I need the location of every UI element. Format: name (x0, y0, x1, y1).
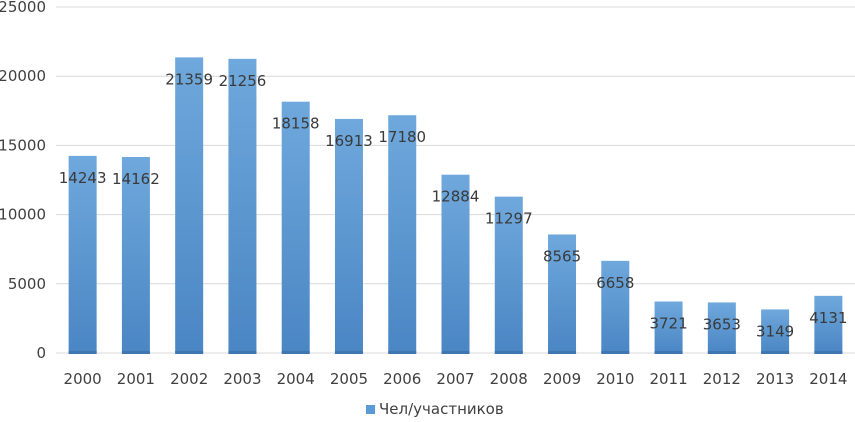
data-label: 14243 (59, 169, 107, 187)
bar[interactable] (707, 302, 736, 353)
bar-base (175, 351, 204, 354)
bar-base (601, 351, 630, 354)
x-tick-label: 2011 (649, 370, 687, 388)
bar-base (548, 351, 577, 354)
legend-swatch (366, 405, 375, 414)
data-label: 3721 (649, 315, 687, 333)
data-label: 11297 (485, 210, 533, 228)
bar[interactable] (654, 301, 683, 353)
x-tick-label: 2009 (543, 370, 581, 388)
bar-base (121, 351, 150, 354)
bar[interactable] (334, 118, 363, 354)
bars (68, 57, 843, 354)
y-axis-ticks: 0 5000 10000 15000 20000 25000 (0, 0, 46, 362)
bar-base (441, 351, 470, 354)
x-tick-label: 2000 (64, 370, 102, 388)
data-label: 3149 (756, 322, 794, 340)
y-tick-label: 10000 (0, 206, 46, 224)
data-label: 14162 (112, 170, 160, 188)
data-label: 8565 (543, 247, 581, 265)
bar-base (494, 351, 523, 354)
x-tick-label: 2001 (117, 370, 155, 388)
data-label: 17180 (378, 128, 426, 146)
bar-base (334, 351, 363, 354)
x-tick-label: 2010 (596, 370, 634, 388)
bar[interactable] (68, 155, 97, 353)
x-tick-label: 2002 (170, 370, 208, 388)
y-tick-label: 25000 (0, 0, 46, 16)
x-tick-label: 2007 (436, 370, 474, 388)
legend[interactable]: Чел/участников (366, 400, 504, 418)
data-label: 3653 (703, 315, 741, 333)
bar[interactable] (121, 156, 150, 353)
data-label: 21256 (219, 72, 267, 90)
y-tick-label: 15000 (0, 136, 46, 154)
bar-base (228, 351, 257, 354)
y-tick-label: 20000 (0, 67, 46, 85)
y-tick-label: 0 (36, 344, 46, 362)
x-tick-label: 2012 (703, 370, 741, 388)
bar-base (707, 351, 736, 354)
bar[interactable] (441, 174, 470, 353)
bar-base (654, 351, 683, 354)
x-tick-label: 2003 (223, 370, 261, 388)
x-tick-label: 2005 (330, 370, 368, 388)
y-tick-label: 5000 (8, 275, 46, 293)
bar-base (281, 351, 310, 354)
data-labels: 14243 14162 21359 21256 18158 16913 17180 12884… (59, 70, 848, 340)
x-tick-label: 2013 (756, 370, 794, 388)
bar[interactable] (814, 295, 843, 353)
bar[interactable] (228, 58, 257, 354)
bar[interactable] (175, 57, 204, 353)
bar[interactable] (601, 260, 630, 353)
bar[interactable] (388, 115, 417, 354)
x-tick-label: 2004 (277, 370, 315, 388)
bar-base (761, 351, 790, 354)
bar[interactable] (281, 101, 310, 353)
data-label: 12884 (432, 188, 480, 206)
bar[interactable] (494, 196, 523, 353)
x-tick-label: 2006 (383, 370, 421, 388)
data-label: 4131 (809, 309, 847, 327)
x-axis-ticks: 2000 2001 2002 2003 2004 2005 2006 2007 2008 2009… (64, 370, 848, 388)
bar[interactable] (548, 234, 577, 353)
bar-base (388, 351, 417, 354)
data-label: 21359 (165, 70, 213, 88)
data-label: 18158 (272, 115, 320, 133)
x-tick-label: 2014 (809, 370, 847, 388)
data-label: 6658 (596, 274, 634, 292)
bar-base (814, 351, 843, 354)
bar-base (68, 351, 97, 354)
legend-label: Чел/участников (379, 400, 504, 418)
x-tick-label: 2008 (490, 370, 528, 388)
data-label: 16913 (325, 132, 373, 150)
bar[interactable] (761, 309, 790, 353)
